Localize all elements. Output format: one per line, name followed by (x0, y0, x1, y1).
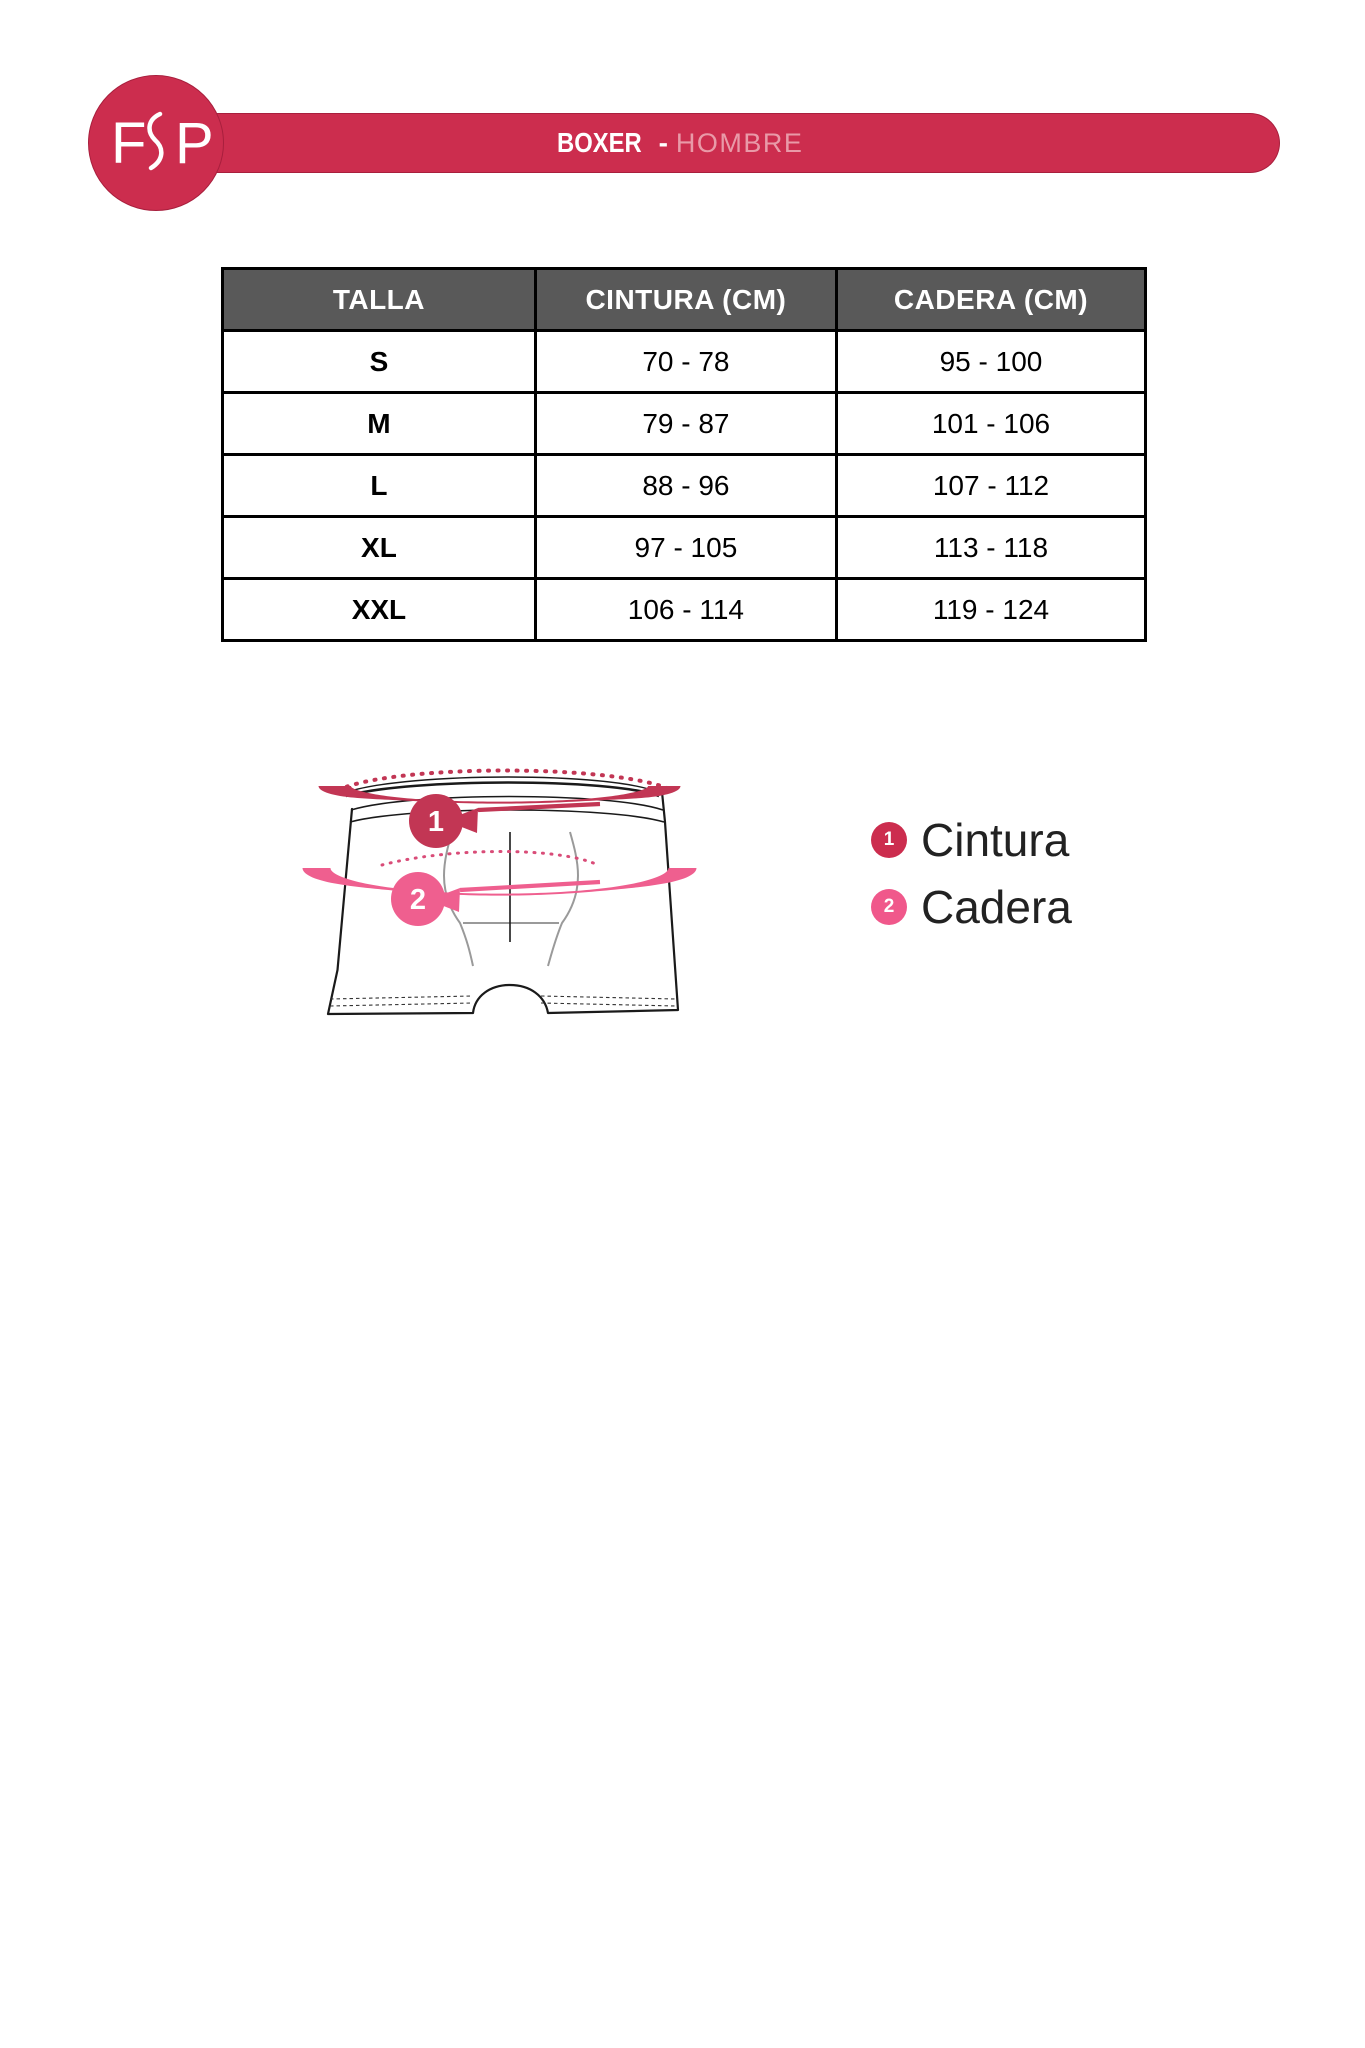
svg-text:2: 2 (410, 884, 426, 916)
svg-text:1: 1 (428, 806, 444, 838)
svg-text:F: F (111, 111, 146, 176)
svg-text:P: P (175, 111, 214, 176)
